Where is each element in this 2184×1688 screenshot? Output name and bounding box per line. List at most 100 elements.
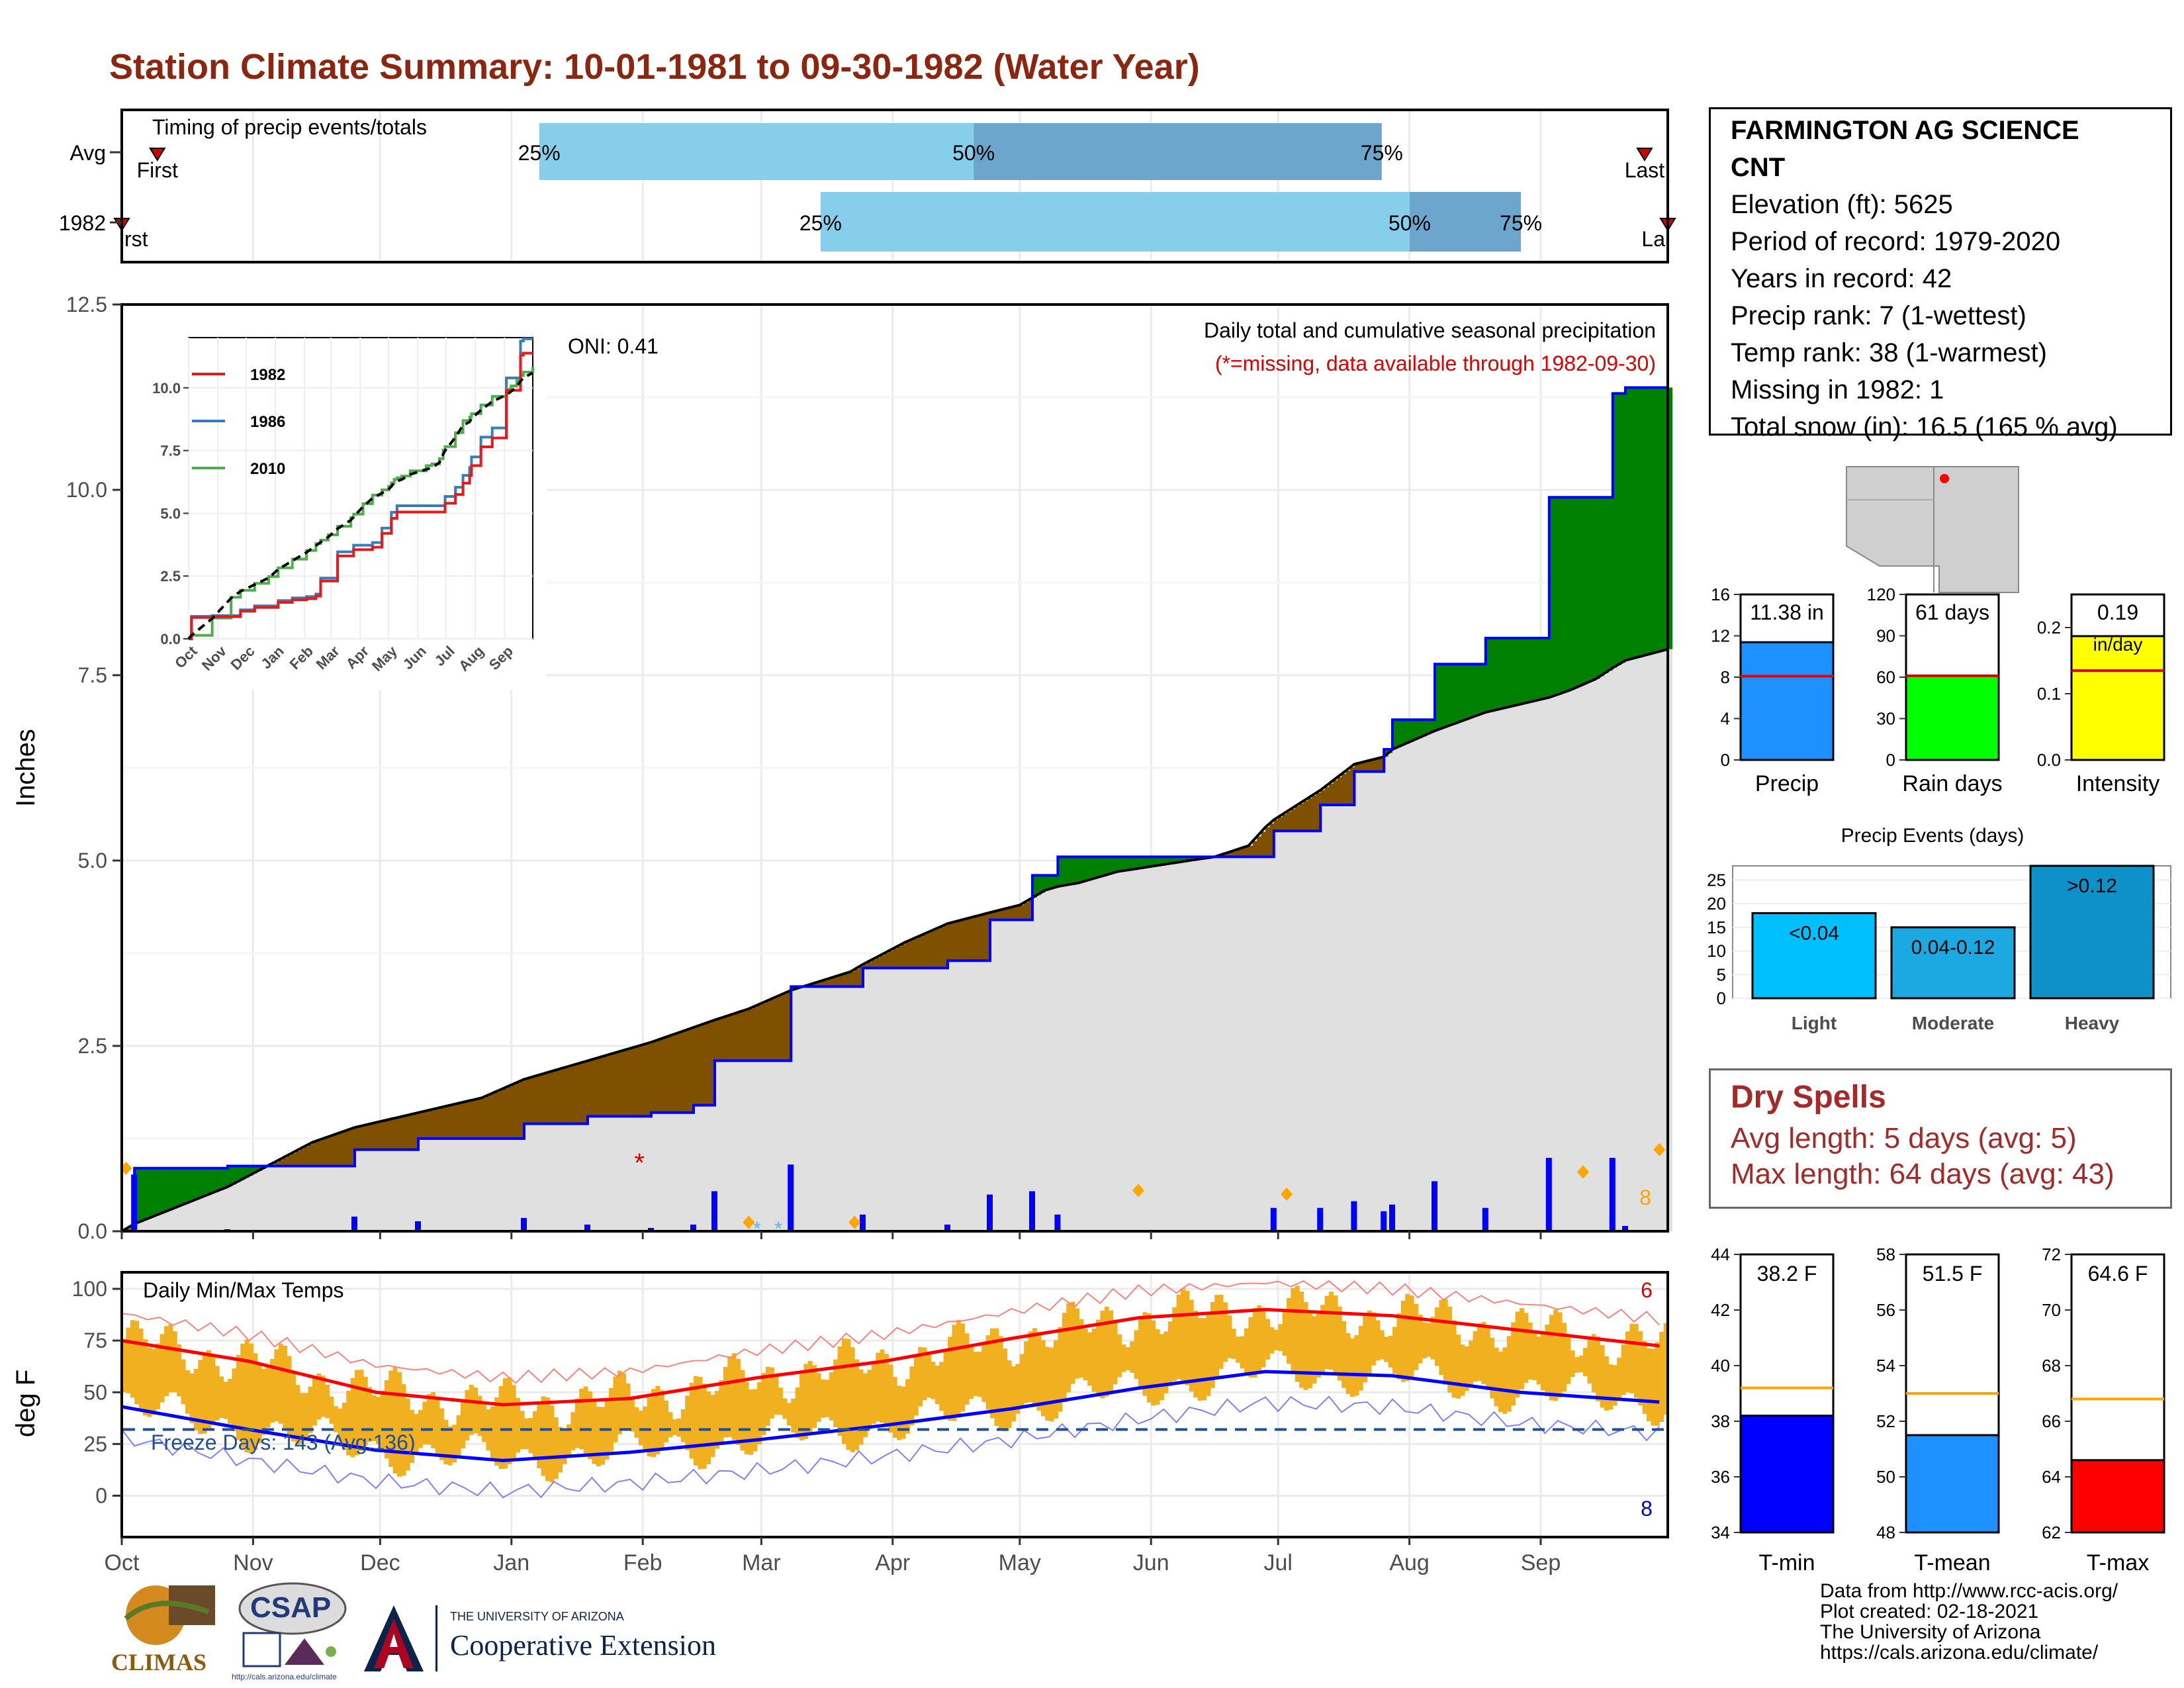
daily-temp-bar — [541, 1396, 546, 1476]
cum-normal-fill — [1155, 865, 1160, 1231]
daily-temp-bar — [969, 1344, 974, 1399]
csap-logo — [238, 1582, 347, 1667]
station-period: Period of record: 1979-2020 — [1731, 227, 2061, 256]
precip-ytick-label: 10.0 — [66, 478, 107, 502]
cum-anomaly-fill — [731, 1014, 737, 1061]
daily-temp-bar — [1261, 1309, 1266, 1368]
daily-temp-bar — [1091, 1329, 1097, 1392]
cum-normal-fill — [964, 961, 970, 1231]
cum-anomaly-fill — [1087, 857, 1093, 880]
daily-temp-bar — [223, 1382, 228, 1419]
daily-temp-bar — [897, 1385, 902, 1440]
daily-precip-bar — [1270, 1207, 1277, 1231]
cum-normal-fill — [431, 1139, 436, 1231]
cum-anomaly-fill — [1464, 664, 1469, 720]
daily-temp-bar — [990, 1328, 995, 1419]
cum-anomaly-fill — [1257, 836, 1262, 857]
cum-normal-fill — [452, 1139, 457, 1231]
cum-anomaly-fill — [503, 1088, 508, 1139]
cum-normal-fill — [909, 968, 915, 1231]
cum-anomaly-fill — [752, 1007, 758, 1061]
cum-anomaly-fill — [744, 1010, 749, 1061]
cum-anomaly-fill — [1633, 387, 1639, 659]
timing-row-year: 1982 — [59, 211, 106, 235]
cum-anomaly-fill — [422, 1111, 428, 1139]
cum-normal-fill — [507, 1139, 512, 1231]
cum-normal-fill — [1100, 876, 1105, 1231]
cum-anomaly-fill — [948, 923, 952, 961]
daily-temp-bar — [1392, 1327, 1397, 1374]
daily-temp-bar — [164, 1326, 169, 1396]
cum-normal-fill — [1532, 701, 1537, 1231]
daily-temp-bar — [749, 1389, 754, 1455]
temp-summary-ytick-label: 42 — [1711, 1300, 1730, 1320]
daily-temp-bar — [1655, 1342, 1660, 1426]
daily-temp-bar — [1456, 1335, 1461, 1399]
daily-temp-bar — [168, 1324, 173, 1393]
cum-normal-fill — [842, 986, 846, 1231]
events-bar-label: 0.04-0.12 — [1911, 937, 1995, 959]
cum-anomaly-fill — [837, 976, 842, 987]
cum-anomaly-fill — [1287, 812, 1291, 831]
cum-anomaly-fill — [1430, 720, 1435, 733]
cum-anomaly-fill — [181, 1168, 186, 1205]
temp-ytick-label: 50 — [83, 1380, 107, 1404]
cum-anomaly-fill — [291, 1153, 296, 1166]
summary-ytick-label: 60 — [1876, 667, 1895, 687]
daily-temp-bar — [1236, 1336, 1241, 1363]
snow-marker: * — [753, 1218, 761, 1240]
cum-anomaly-fill — [592, 1059, 597, 1117]
daily-precip-bar — [415, 1221, 421, 1231]
daily-temp-bar — [1426, 1323, 1432, 1357]
cum-anomaly-fill — [1223, 854, 1228, 857]
daily-temp-bar — [1189, 1299, 1194, 1392]
temp-summary-label: T-mean — [1914, 1550, 1990, 1575]
cum-normal-fill — [1299, 831, 1304, 1231]
cum-normal-fill — [1007, 919, 1012, 1231]
daily-temp-bar — [346, 1390, 351, 1456]
cum-anomaly-fill — [274, 1162, 279, 1166]
record-min-line — [121, 1395, 1660, 1499]
cum-normal-fill — [647, 1116, 652, 1231]
cum-normal-fill — [846, 986, 851, 1231]
daily-temp-bar — [592, 1399, 597, 1464]
daily-temp-bar — [304, 1393, 309, 1440]
temp-summary-ytick-label: 36 — [1711, 1467, 1730, 1487]
cum-anomaly-fill — [1040, 875, 1046, 893]
daily-temp-bar — [1379, 1330, 1385, 1360]
cum-normal-fill — [981, 961, 987, 1231]
cum-anomaly-fill — [897, 946, 902, 968]
cum-anomaly-fill — [786, 992, 792, 1061]
cum-normal-fill — [498, 1139, 504, 1231]
cum-normal-fill — [367, 1149, 373, 1231]
cum-anomaly-fill — [1566, 497, 1571, 692]
cum-normal-fill — [156, 1215, 161, 1231]
cum-normal-fill — [1062, 886, 1067, 1231]
cum-anomaly-fill — [829, 978, 834, 987]
summary-ytick-label: 12 — [1711, 626, 1730, 646]
ua-small-text: THE UNIVERSITY OF ARIZONA — [450, 1610, 624, 1623]
summary-ytick-label: 8 — [1721, 667, 1730, 687]
cum-normal-fill — [181, 1205, 186, 1231]
daily-temp-bar — [1231, 1329, 1236, 1359]
inset-ytick-label: 5.0 — [160, 505, 181, 522]
daily-temp-bar — [1316, 1313, 1321, 1378]
daily-temp-bar — [1549, 1315, 1554, 1401]
cum-normal-fill — [922, 968, 927, 1231]
cum-normal-fill — [1451, 724, 1457, 1231]
cum-normal-fill — [482, 1139, 486, 1231]
temp-summary-ytick-label: 68 — [2042, 1356, 2061, 1376]
daily-temp-bar — [134, 1321, 140, 1405]
daily-temp-bar — [1596, 1336, 1601, 1401]
daily-temp-bar — [1024, 1341, 1029, 1403]
cum-anomaly-fill — [927, 933, 931, 968]
cum-normal-fill — [1621, 663, 1626, 1231]
daily-temp-bar — [998, 1336, 1003, 1431]
daily-temp-bar — [219, 1376, 224, 1418]
daily-precip-bar — [1545, 1158, 1552, 1231]
temp-summary-ytick-label: 50 — [1876, 1467, 1895, 1487]
cum-anomaly-fill — [1629, 387, 1635, 659]
cum-anomaly-fill — [871, 960, 876, 968]
daily-temp-bar — [952, 1325, 957, 1421]
cum-anomaly-fill — [202, 1168, 207, 1197]
